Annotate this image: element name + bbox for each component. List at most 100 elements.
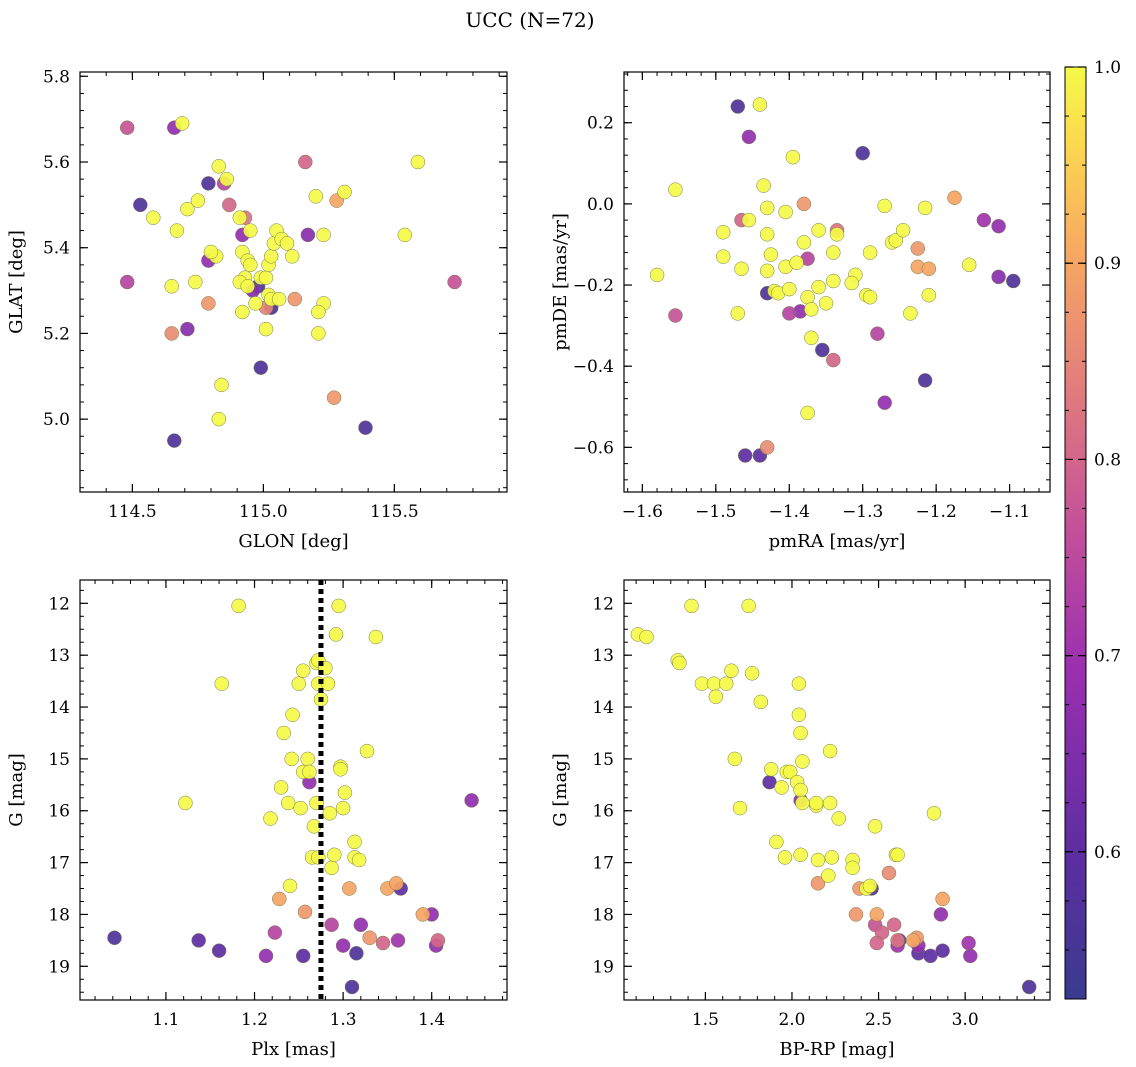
data-point: [188, 274, 203, 290]
parallax-magnitude-panel: 1.1 1.2 1.3 1.4 12 13 14 15 16 17 18 19 Plx [mas] G […: [6, 579, 508, 1060]
scatter-points: [119, 116, 462, 448]
data-point: [890, 847, 905, 863]
y-tick-label: 13: [48, 646, 70, 666]
data-point: [253, 360, 269, 375]
data-point: [390, 933, 406, 948]
colorbar-tick-label: 0.9: [1094, 254, 1121, 274]
data-point: [782, 306, 797, 321]
data-point: [804, 330, 819, 346]
data-point: [324, 860, 339, 876]
data-point: [848, 907, 864, 922]
plot-frame: [79, 71, 508, 493]
data-point: [921, 287, 937, 303]
data-point: [119, 120, 135, 135]
x-axis-label: pmRA [mas/yr]: [769, 531, 906, 552]
data-point: [201, 176, 216, 191]
data-point: [862, 289, 878, 305]
data-point: [759, 263, 775, 279]
data-point: [895, 223, 911, 238]
data-point: [890, 933, 905, 948]
sky-position-panel: 114.5 115.0 115.5 5.0 5.2 5.4 5.6 5.8 GLON [deg]…: [6, 67, 508, 552]
x-tick-label: 115.0: [239, 502, 288, 522]
data-point: [311, 326, 326, 341]
data-point: [203, 244, 219, 260]
data-point: [280, 795, 296, 811]
data-point: [328, 627, 344, 642]
y-tick-label: 18: [48, 905, 70, 925]
data-point: [826, 273, 841, 289]
data-point: [744, 666, 760, 681]
data-point: [730, 99, 746, 114]
data-point: [923, 948, 938, 964]
data-point: [258, 321, 274, 337]
data-point: [782, 281, 797, 297]
data-point: [759, 440, 775, 455]
data-point: [869, 935, 885, 951]
data-point: [844, 275, 859, 291]
data-point: [279, 236, 295, 251]
y-tick-label: 14: [592, 698, 614, 718]
data-point: [684, 598, 699, 614]
data-point: [284, 751, 299, 767]
data-point: [796, 235, 812, 250]
data-point: [351, 852, 367, 868]
x-tick-label: −1.5: [695, 502, 736, 522]
data-point: [287, 291, 303, 307]
y-axis-label: pmDE [mas/yr]: [550, 213, 571, 351]
data-point: [730, 306, 746, 321]
figure-title: UCC (N=72): [465, 8, 594, 32]
data-point: [910, 241, 926, 256]
data-point: [867, 819, 883, 834]
data-point: [791, 676, 807, 691]
data-point: [300, 751, 315, 767]
data-point: [791, 707, 807, 723]
data-point: [164, 279, 179, 294]
data-point: [845, 860, 860, 876]
data-point: [759, 227, 775, 242]
data-point: [214, 377, 229, 393]
data-point: [917, 200, 933, 216]
data-point: [276, 725, 292, 741]
data-point: [831, 811, 846, 826]
x-tick-label: −1.4: [769, 502, 810, 522]
data-point: [335, 938, 351, 953]
data-point: [389, 876, 404, 891]
x-axis-label: Plx [mas]: [251, 1039, 336, 1060]
x-axis-label: GLON [deg]: [238, 531, 348, 552]
x-tick-label: 114.5: [108, 502, 157, 522]
x-tick-label: −1.3: [842, 502, 883, 522]
data-point: [397, 227, 413, 243]
data-point: [337, 184, 352, 200]
x-tick-label: 1.4: [418, 1010, 445, 1030]
x-tick-label: 2.5: [865, 1010, 892, 1030]
data-point: [347, 834, 362, 850]
data-point: [232, 210, 248, 225]
data-point: [243, 223, 258, 238]
data-point: [180, 201, 195, 217]
data-point: [886, 917, 902, 933]
membership-colorbar: 0.6 0.7 0.8 0.9 1.0: [1064, 58, 1121, 1000]
y-tick-label: 13: [592, 646, 614, 666]
y-tick-label: −0.6: [573, 438, 614, 458]
data-point: [240, 279, 255, 294]
y-axis-label: G [mag]: [550, 753, 571, 826]
data-point: [706, 676, 722, 691]
data-point: [921, 261, 937, 277]
data-point: [295, 948, 311, 964]
data-point: [300, 227, 316, 243]
x-tick-label: −1.2: [916, 502, 957, 522]
data-point: [734, 261, 749, 277]
data-point: [358, 420, 373, 435]
colorbar-tick-label: 1.0: [1094, 58, 1121, 78]
data-point: [248, 296, 263, 311]
minor-ticks: [79, 72, 507, 492]
data-point: [214, 676, 229, 691]
data-point: [308, 189, 324, 204]
data-point: [359, 743, 375, 759]
colorbar-gradient: [1064, 66, 1087, 1000]
data-point: [180, 321, 195, 337]
data-point: [235, 304, 250, 320]
plot-frame: [623, 579, 1051, 1001]
data-point: [881, 865, 897, 881]
data-point: [821, 868, 836, 883]
